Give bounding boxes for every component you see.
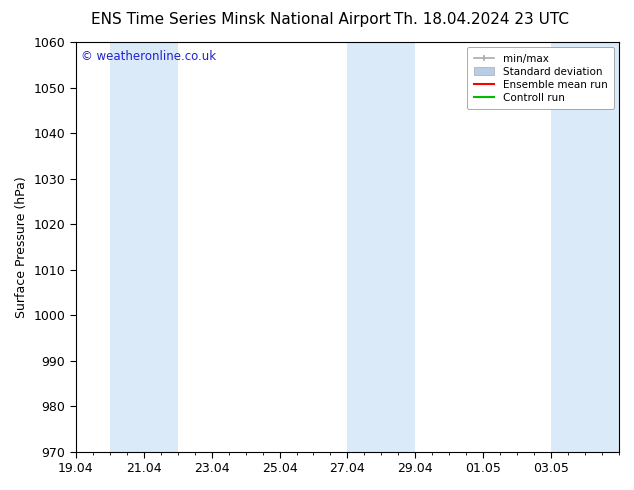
Y-axis label: Surface Pressure (hPa): Surface Pressure (hPa) — [15, 176, 28, 318]
Bar — [110, 42, 178, 452]
Text: © weatheronline.co.uk: © weatheronline.co.uk — [81, 50, 216, 63]
Text: Th. 18.04.2024 23 UTC: Th. 18.04.2024 23 UTC — [394, 12, 569, 27]
Text: ENS Time Series Minsk National Airport: ENS Time Series Minsk National Airport — [91, 12, 391, 27]
Bar — [551, 42, 619, 452]
Legend: min/max, Standard deviation, Ensemble mean run, Controll run: min/max, Standard deviation, Ensemble me… — [467, 47, 614, 109]
Bar — [347, 42, 415, 452]
